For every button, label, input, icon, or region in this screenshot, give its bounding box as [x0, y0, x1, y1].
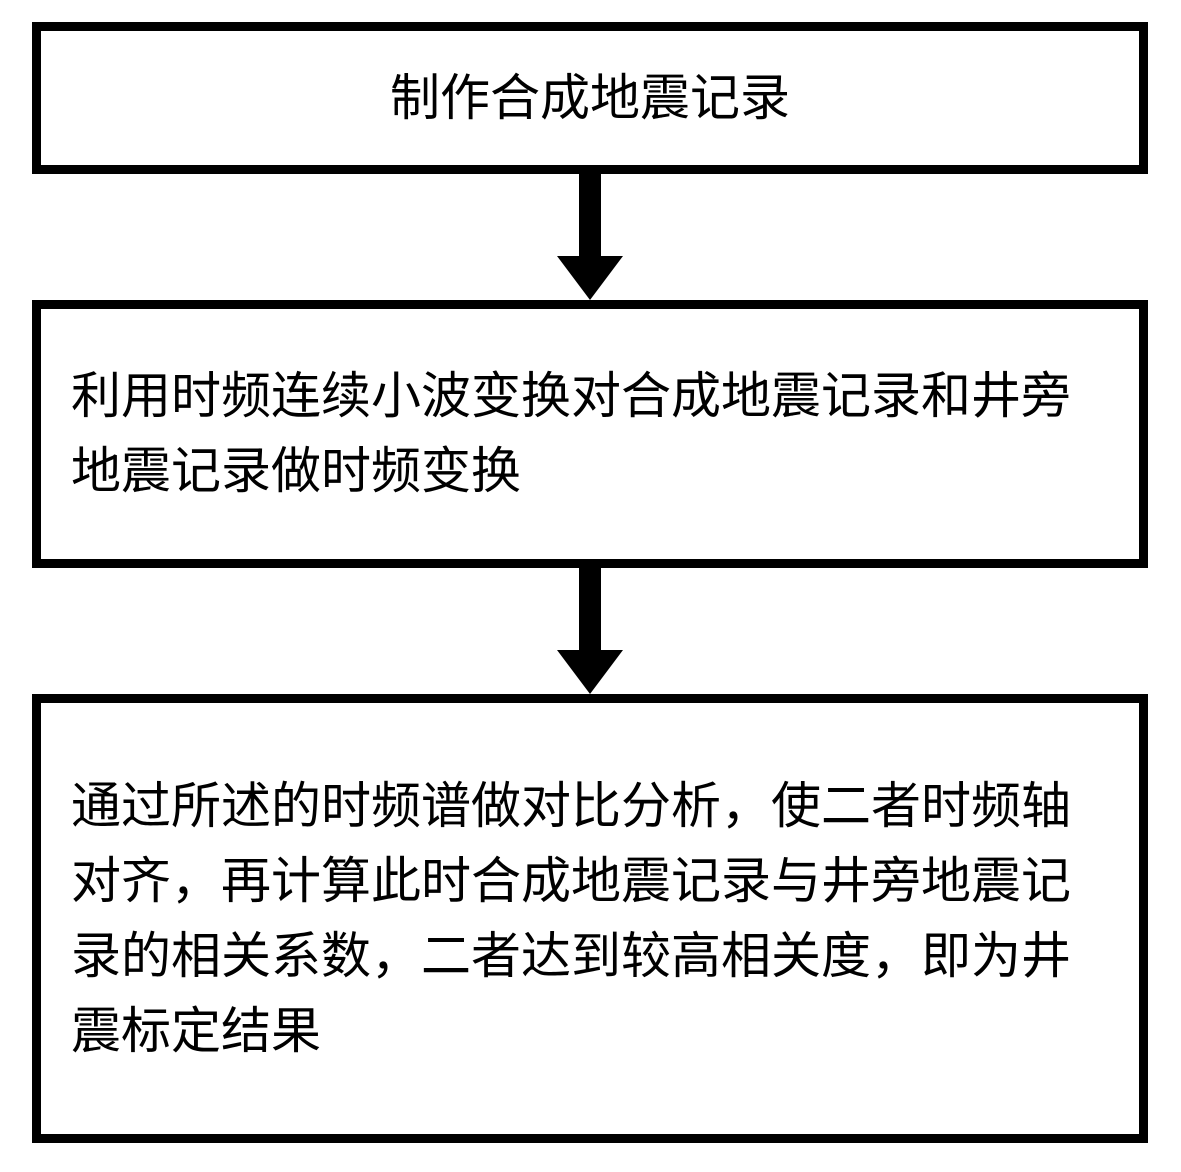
flow-node-n1: 制作合成地震记录 [32, 22, 1148, 174]
flow-node-n3: 通过所述的时频谱做对比分析，使二者时频轴对齐，再计算此时合成地震记录与井旁地震记… [32, 694, 1148, 1143]
flowchart-container: 制作合成地震记录利用时频连续小波变换对合成地震记录和井旁地震记录做时频变换通过所… [0, 0, 1181, 1172]
flow-node-text-n1: 制作合成地震记录 [41, 61, 1139, 136]
flow-arrow-1 [557, 174, 623, 300]
flow-node-text-n3: 通过所述的时频谱做对比分析，使二者时频轴对齐，再计算此时合成地震记录与井旁地震记… [71, 769, 1099, 1069]
flow-node-text-n2: 利用时频连续小波变换对合成地震记录和井旁地震记录做时频变换 [71, 359, 1109, 509]
flow-node-n2: 利用时频连续小波变换对合成地震记录和井旁地震记录做时频变换 [32, 300, 1148, 568]
flow-arrow-2 [557, 568, 623, 694]
